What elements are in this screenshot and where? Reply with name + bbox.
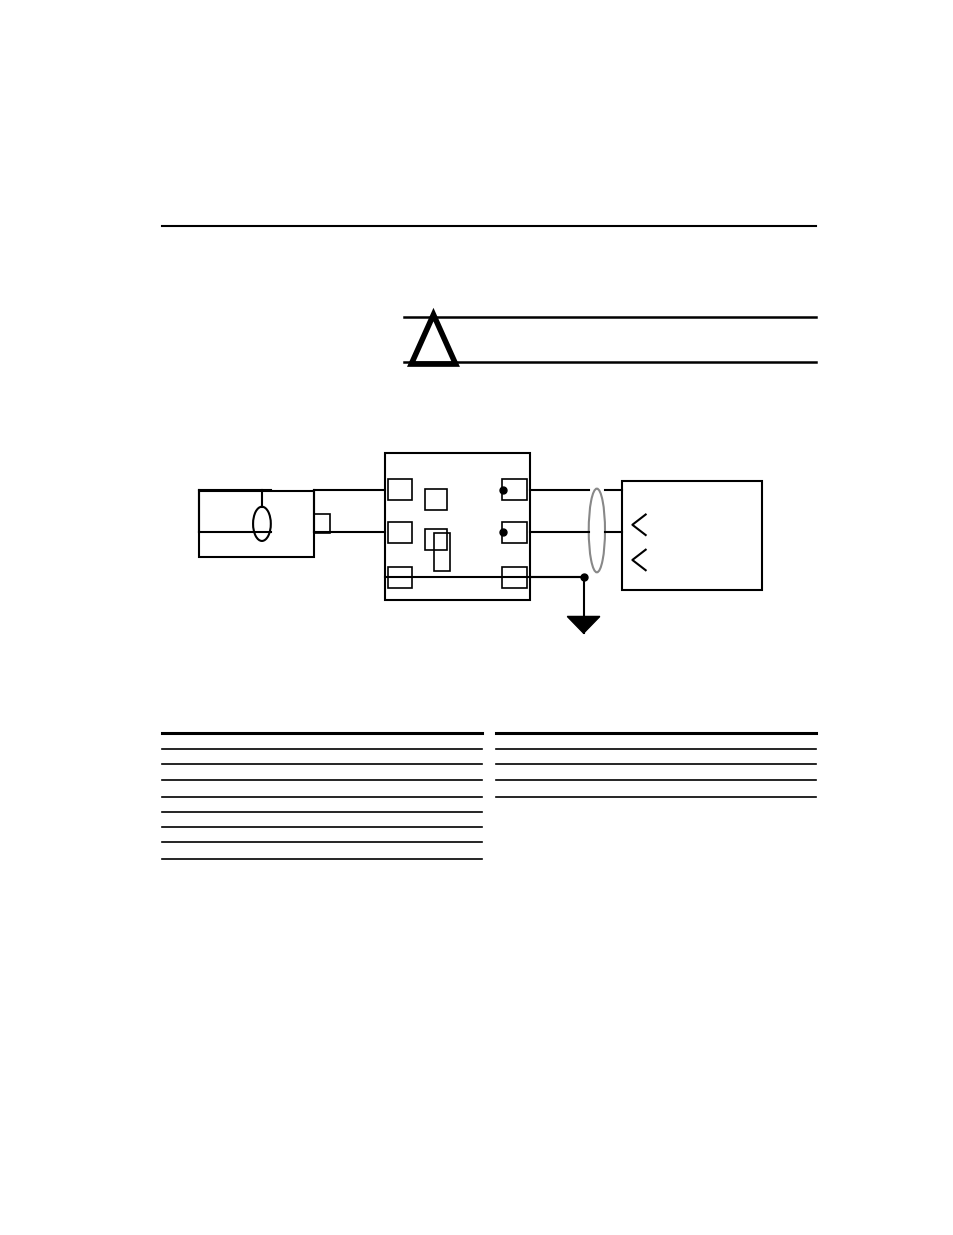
Bar [434, 534, 450, 572]
Bar [387, 567, 412, 588]
Bar [501, 479, 526, 500]
Bar [314, 514, 330, 534]
Bar [621, 482, 761, 590]
Bar [501, 567, 526, 588]
Bar [424, 489, 446, 510]
Bar [424, 529, 446, 550]
Bar [387, 479, 412, 500]
Bar [501, 522, 526, 543]
Bar [387, 522, 412, 543]
Bar [199, 490, 314, 557]
Polygon shape [567, 616, 599, 634]
Bar [385, 452, 529, 600]
